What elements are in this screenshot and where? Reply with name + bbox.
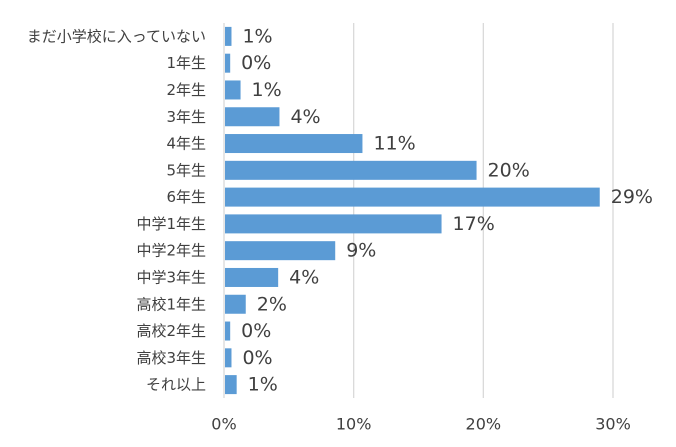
gridlines [223,23,614,398]
bar-5 [225,160,477,180]
x-tick-label-0: 0% [211,415,236,434]
category-label-9: 中学3年生 [136,268,206,286]
bar-3 [225,107,280,127]
bar-6 [225,187,600,207]
category-label-0: まだ小学校に入っていない [27,27,206,45]
x-axis-tick-labels: 0% 10% 20% 30% [211,415,630,434]
data-label-3: 4% [290,106,320,128]
category-label-12: 高校3年生 [136,349,206,367]
category-label-7: 中学1年生 [136,215,206,233]
bar-12 [225,348,232,368]
category-label-1: 1年生 [166,54,206,72]
x-tick-label-3: 30% [595,415,631,434]
bar-7 [225,214,442,234]
data-label-8: 9% [346,240,376,262]
data-label-10: 2% [257,293,287,315]
bar-1 [225,53,231,73]
category-label-8: 中学2年生 [136,242,206,260]
category-label-3: 3年生 [166,108,206,126]
category-label-11: 高校2年生 [136,322,206,340]
data-label-4: 11% [373,133,415,155]
bar-8 [225,241,336,261]
bar-10 [225,294,246,314]
data-label-0: 1% [242,25,272,47]
data-label-11: 0% [241,320,271,342]
x-tick-label-1: 10% [336,415,372,434]
category-label-2: 2年生 [166,81,206,99]
data-label-5: 20% [488,159,530,181]
category-label-10: 高校1年生 [136,295,206,313]
bar-0 [225,26,232,46]
category-label-13: それ以上 [146,376,206,394]
data-label-7: 17% [453,213,495,235]
x-tick-label-2: 20% [466,415,502,434]
bar-2 [225,80,241,100]
category-label-4: 4年生 [166,135,206,153]
category-label-6: 6年生 [166,188,206,206]
data-label-6: 29% [611,186,653,208]
data-label-13: 1% [248,374,278,396]
bar-9 [225,267,279,287]
data-label-12: 0% [242,347,272,369]
bar-11 [225,321,231,341]
bar-group [225,26,600,395]
data-labels: 1%0%1%4%11%20%29%17%9%4%2%0%0%1% [241,25,653,395]
bar-13 [225,375,237,395]
category-label-5: 5年生 [166,161,206,179]
category-labels: まだ小学校に入っていない 1年生 2年生 3年生 4年生 5年生 6年生中学1年生中学2年生… [27,27,206,393]
data-label-9: 4% [289,266,319,288]
data-label-2: 1% [252,79,282,101]
bar-4 [225,134,363,154]
data-label-1: 0% [241,52,271,74]
